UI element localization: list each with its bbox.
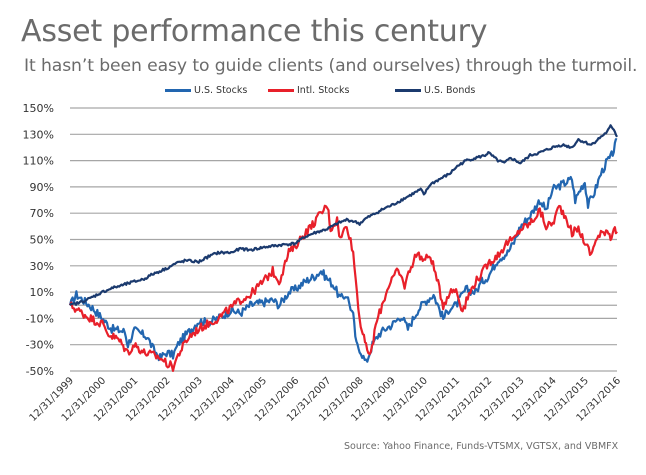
legend-label-us-bonds: U.S. Bonds: [424, 84, 476, 96]
y-tick-label: 50%: [30, 234, 54, 247]
series-lines: [68, 124, 618, 372]
chart-title: Asset performance this century: [21, 14, 488, 49]
x-axis-ticks: 12/31/199912/31/200012/31/200112/31/2002…: [28, 375, 624, 424]
y-tick-label: -50%: [26, 365, 54, 378]
legend: U.S. Stocks Intl. Stocks U.S. Bonds: [0, 82, 646, 98]
series-line-u-s-stocks: [68, 138, 618, 363]
legend-item-us-stocks: U.S. Stocks: [165, 82, 247, 98]
series-line-u-s-bonds: [69, 124, 618, 306]
legend-swatch-us-bonds: [395, 88, 421, 92]
legend-label-us-stocks: U.S. Stocks: [194, 84, 248, 96]
y-tick-label: -10%: [26, 312, 54, 325]
legend-swatch-intl-stocks: [268, 88, 294, 92]
legend-label-intl-stocks: Intl. Stocks: [297, 84, 350, 96]
y-tick-label: 130%: [23, 128, 54, 141]
legend-swatch-us-stocks: [165, 88, 191, 92]
source-note: Source: Yahoo Finance, Funds-VTSMX, VGTS…: [344, 441, 619, 452]
legend-item-intl-stocks: Intl. Stocks: [268, 82, 349, 98]
gridlines: [70, 107, 617, 372]
chart-subtitle: It hasn’t been easy to guide clients (an…: [24, 56, 638, 76]
y-tick-label: 10%: [30, 286, 54, 299]
y-tick-label: 30%: [30, 260, 54, 273]
y-tick-label: -30%: [26, 339, 54, 352]
y-tick-label: 110%: [23, 155, 54, 168]
y-tick-label: 70%: [30, 207, 54, 220]
y-tick-label: 90%: [30, 181, 54, 194]
series-line-intl-stocks: [69, 204, 618, 372]
y-tick-label: 150%: [23, 102, 54, 115]
y-axis-ticks: 150% 130% 110% 90% 70% 50% 30% 10% -10% -30% -50%: [23, 102, 54, 378]
legend-item-us-bonds: U.S. Bonds: [395, 82, 475, 98]
